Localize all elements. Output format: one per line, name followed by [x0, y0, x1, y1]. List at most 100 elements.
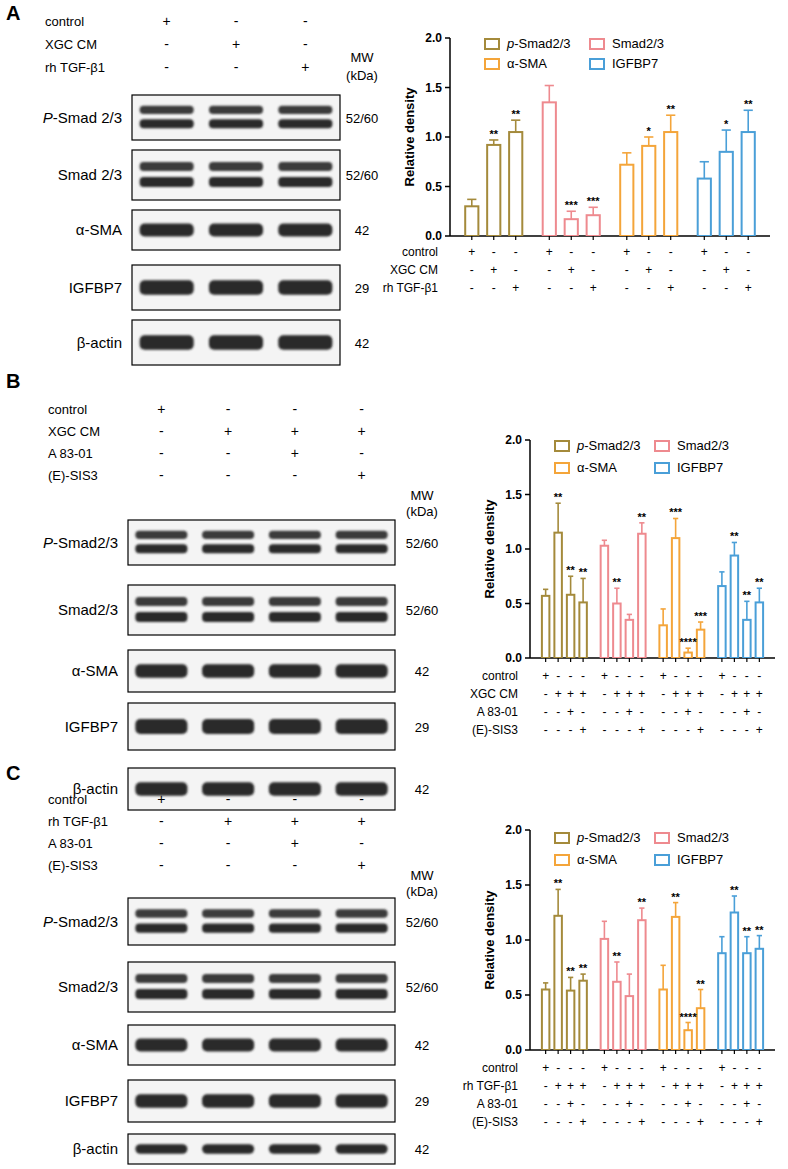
table-mark: - — [569, 669, 573, 683]
condition-mark: - — [359, 791, 364, 807]
blot-box — [128, 768, 395, 810]
text-rest: -Smad2/3 — [53, 534, 118, 551]
table-mark: + — [660, 669, 667, 683]
bar — [554, 916, 561, 1050]
table-mark: - — [732, 1097, 736, 1111]
table-mark: - — [686, 723, 690, 737]
y-tick — [445, 87, 450, 89]
figure: Acontrol+--XGC CM-+-rh TGF-β1--+MW(kDa)P… — [0, 0, 788, 1169]
table-mark: - — [640, 1061, 644, 1075]
y-tick — [525, 603, 530, 605]
bar — [672, 538, 679, 658]
italic-prefix: p — [576, 830, 584, 845]
error-line — [629, 614, 631, 619]
mw-label: 42 — [415, 782, 429, 797]
error-cap — [627, 614, 632, 616]
significance: ** — [743, 925, 752, 937]
table-name: control — [402, 245, 438, 259]
significance: *** — [587, 195, 601, 207]
x-tick — [663, 658, 664, 662]
y-axis-label: Relative density — [482, 499, 497, 599]
error-line — [604, 540, 606, 545]
error-line — [616, 962, 618, 982]
band — [135, 909, 187, 917]
condition-mark: - — [159, 813, 164, 829]
error-bar — [627, 974, 632, 996]
y-tick-label: 2.0 — [505, 823, 522, 837]
table-mark: - — [745, 723, 749, 737]
chart: 0.00.51.01.52.0Relative density*********… — [470, 433, 775, 737]
band — [336, 923, 388, 932]
mw-label: 29 — [355, 281, 369, 296]
table-mark: + — [468, 245, 475, 259]
band — [140, 119, 194, 128]
condition-mark: - — [164, 36, 169, 52]
table-mark: - — [746, 263, 750, 277]
blot-box — [128, 1134, 395, 1164]
condition-name: control — [48, 402, 87, 417]
legend-swatch — [590, 59, 604, 69]
error-cap — [719, 936, 724, 938]
bar — [626, 996, 633, 1050]
legend-label: α-SMA — [577, 852, 617, 867]
table-mark: - — [556, 669, 560, 683]
error-line — [557, 503, 559, 532]
table-mark: + — [743, 1079, 750, 1093]
blot-box — [128, 898, 395, 945]
error-bar — [589, 207, 598, 215]
band — [278, 119, 332, 128]
significance: ** — [579, 962, 588, 974]
band — [202, 1039, 254, 1052]
x-tick — [688, 1050, 689, 1054]
condition-mark: - — [293, 857, 298, 873]
table-mark: - — [544, 1115, 548, 1129]
blot-box — [132, 265, 340, 310]
band — [269, 597, 321, 606]
table-mark: - — [544, 687, 548, 701]
table-mark: + — [626, 687, 633, 701]
table-mark: - — [699, 1097, 703, 1111]
blot-box — [128, 703, 395, 750]
blot-box — [128, 585, 395, 635]
x-tick — [721, 1050, 722, 1054]
table-name: (E)-SIS3 — [472, 723, 518, 737]
error-cap — [719, 571, 724, 573]
error-line — [626, 153, 628, 165]
table-mark: - — [470, 281, 474, 295]
table-mark: - — [625, 263, 629, 277]
significance: ** — [613, 950, 622, 962]
bar — [743, 620, 750, 658]
table-mark: + — [685, 1097, 692, 1111]
table-name: rh TGF-β1 — [383, 281, 439, 295]
bar — [601, 546, 608, 658]
error-line — [648, 137, 650, 146]
table-mark: - — [720, 1097, 724, 1111]
legend-swatch — [555, 463, 569, 473]
legend-label: IGFBP7 — [677, 852, 723, 867]
band — [209, 177, 263, 187]
panel-label: C — [6, 762, 20, 784]
x-tick — [663, 1050, 664, 1054]
band — [202, 531, 254, 539]
error-line — [675, 518, 677, 538]
legend-label: IGFBP7 — [612, 56, 658, 71]
table-mark: - — [720, 1079, 724, 1093]
legend-label: α-SMA — [507, 56, 547, 71]
table-mark: - — [745, 669, 749, 683]
band — [202, 719, 254, 734]
band — [135, 544, 187, 553]
condition-mark: - — [293, 791, 298, 807]
table-mark: + — [542, 669, 549, 683]
table-mark: + — [567, 1079, 574, 1093]
band — [140, 280, 194, 294]
error-line — [570, 211, 572, 219]
condition-mark: - — [303, 36, 308, 52]
table-mark: + — [580, 1115, 587, 1129]
band — [135, 923, 187, 932]
condition-mark: + — [163, 13, 171, 29]
significance: ** — [696, 978, 705, 990]
table-mark: + — [672, 1079, 679, 1093]
error-bar — [732, 896, 737, 913]
error-bar — [685, 1023, 690, 1031]
band-label: Smad2/3 — [58, 978, 118, 995]
